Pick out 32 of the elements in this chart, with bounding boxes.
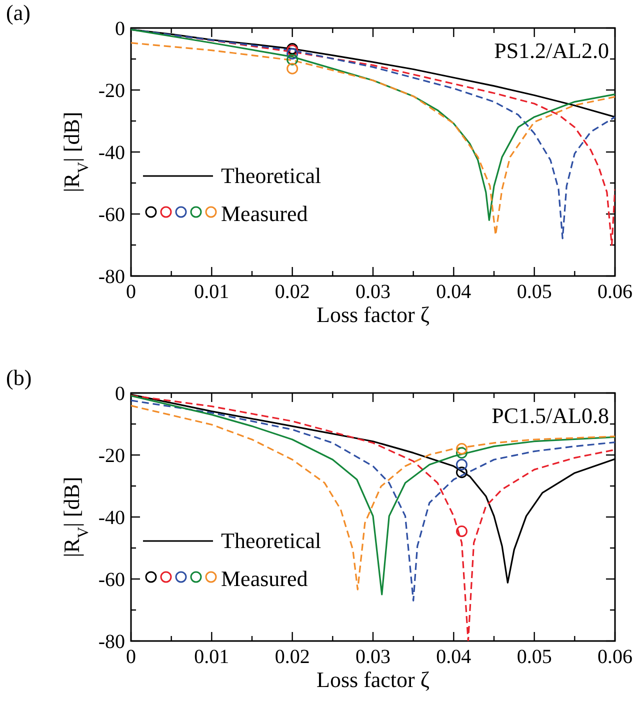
legend-label: Measured	[221, 566, 308, 591]
y-tick-label: -40	[98, 142, 125, 164]
x-tick-label: 0.03	[356, 646, 390, 668]
chart-title: (b)	[6, 365, 32, 390]
x-axis-title: Loss factor ζ	[316, 302, 430, 327]
annotation: PC1.5/AL0.8	[492, 403, 609, 428]
legend-label: Measured	[221, 201, 308, 226]
x-tick-label: 0.01	[194, 646, 230, 668]
y-tick-label: -80	[98, 266, 125, 288]
y-tick-label: -60	[98, 569, 125, 591]
x-tick-label: 0.03	[356, 281, 390, 303]
x-tick-label: 0.02	[274, 281, 310, 303]
x-tick-label: 0.04	[436, 281, 472, 303]
y-tick-label: 0	[115, 18, 125, 40]
x-tick-label: 0.01	[194, 281, 230, 303]
x-tick-label: 0.02	[274, 646, 310, 668]
x-tick-label: 0.06	[598, 646, 632, 668]
y-tick-label: -20	[98, 445, 125, 467]
x-tick-label: 0.06	[598, 281, 632, 303]
legend-label: Theoretical	[221, 163, 322, 188]
y-tick-label: -20	[98, 80, 125, 102]
annotation: PS1.2/AL2.0	[494, 38, 609, 63]
y-tick-label: 0	[115, 383, 125, 405]
chart-title: (a)	[6, 0, 30, 25]
y-tick-label: -40	[98, 507, 125, 529]
y-tick-label: -80	[98, 631, 125, 653]
x-tick-label: 0.05	[516, 281, 552, 303]
legend-label: Theoretical	[221, 528, 322, 553]
x-tick-label: 0.05	[516, 646, 552, 668]
x-axis-title: Loss factor ζ	[316, 667, 430, 692]
x-tick-label: 0.04	[436, 646, 472, 668]
y-tick-label: -60	[98, 204, 125, 226]
